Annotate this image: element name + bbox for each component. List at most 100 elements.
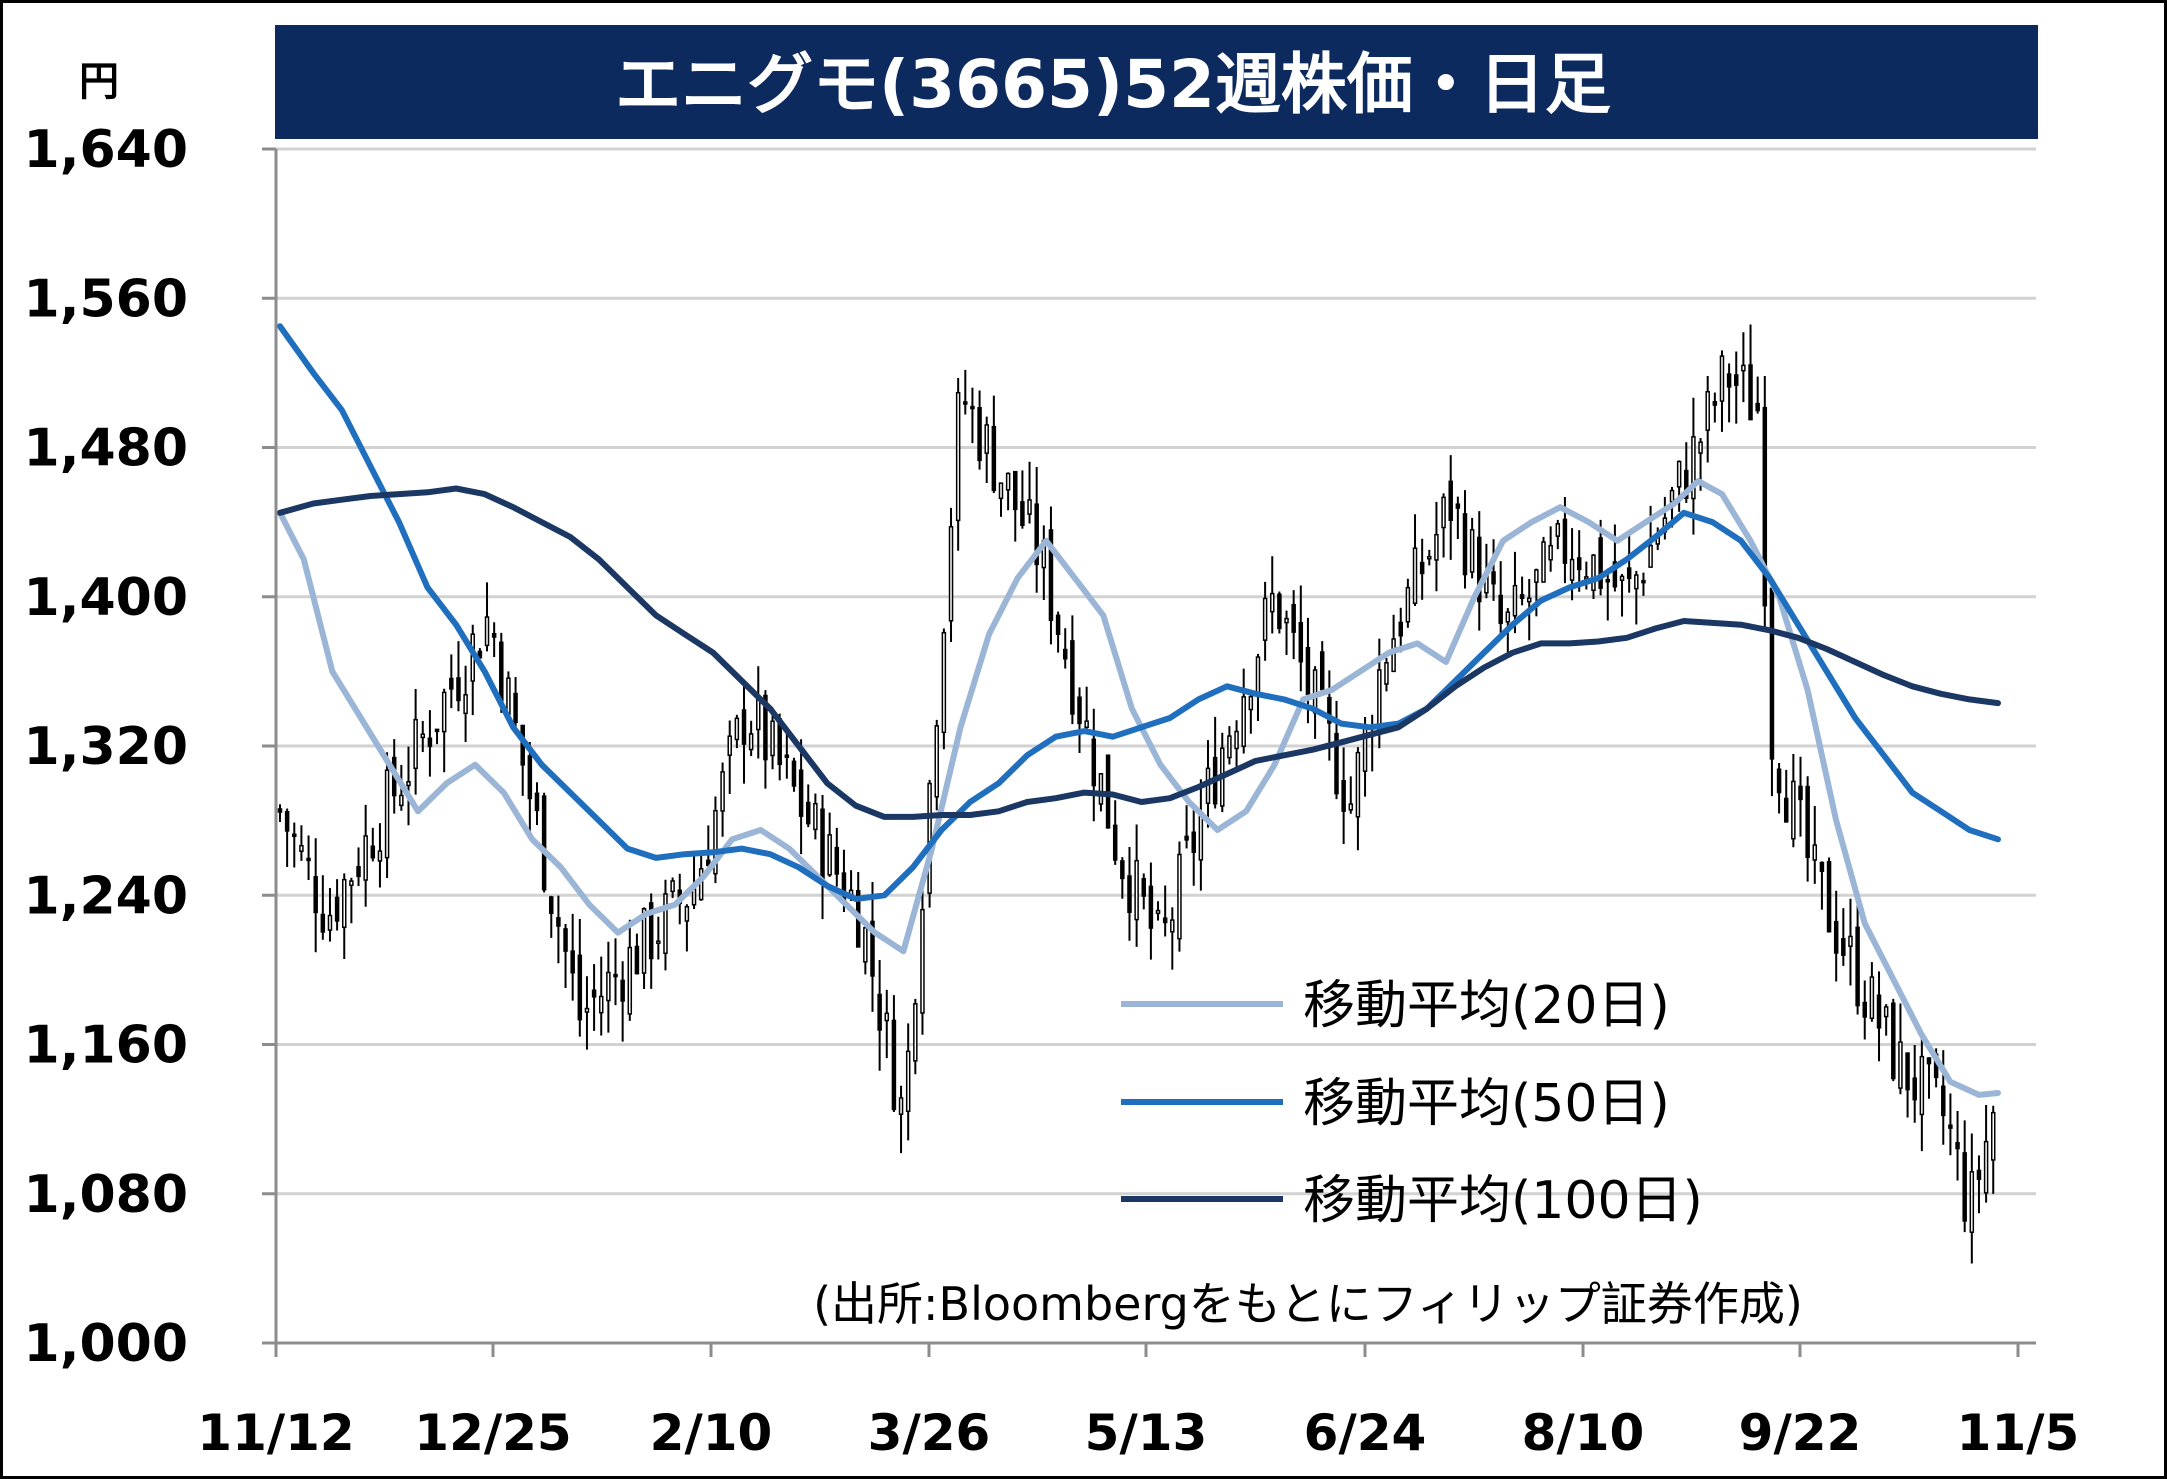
- candle: [1177, 841, 1182, 952]
- candle-body: [1569, 558, 1575, 581]
- candle-body: [1805, 785, 1810, 859]
- candle-body: [1277, 593, 1282, 630]
- candle-body: [1020, 501, 1025, 526]
- candle-body: [1098, 773, 1104, 805]
- candle: [420, 720, 426, 753]
- candle-body: [1027, 499, 1032, 515]
- candle: [356, 847, 361, 887]
- candle: [1883, 1004, 1889, 1036]
- candle-body: [870, 920, 875, 977]
- candle-body: [1455, 503, 1461, 509]
- x-tick-label: 2/10: [650, 1404, 773, 1462]
- candle-body: [606, 971, 611, 1002]
- candle-body: [1298, 621, 1304, 663]
- candle-body: [420, 733, 426, 739]
- candle: [1020, 470, 1025, 529]
- candle: [413, 688, 418, 795]
- candle: [706, 825, 711, 867]
- candle: [1334, 700, 1339, 800]
- candle-body: [427, 737, 433, 748]
- candle-body: [1419, 561, 1425, 575]
- candle-body: [349, 880, 354, 887]
- candle: [1312, 666, 1318, 739]
- candle-body: [898, 1097, 904, 1115]
- candle-body: [1691, 436, 1696, 500]
- candle-body: [491, 632, 497, 638]
- candle-body: [1976, 1169, 1982, 1180]
- candle: [1120, 857, 1125, 899]
- candle: [563, 924, 568, 988]
- candle: [1762, 376, 1768, 632]
- candle-body: [1270, 592, 1275, 613]
- candle-body: [1891, 1002, 1896, 1080]
- candle: [1641, 572, 1646, 596]
- candle: [634, 933, 640, 975]
- candle: [905, 1023, 911, 1141]
- candle-body: [1819, 861, 1825, 872]
- candle: [1348, 776, 1354, 814]
- candle: [1448, 455, 1453, 560]
- candle: [1612, 524, 1618, 592]
- candle: [1898, 1003, 1903, 1095]
- candle: [1798, 756, 1803, 837]
- x-tick-label: 11/12: [197, 1404, 354, 1462]
- candle: [784, 733, 790, 779]
- candle: [1398, 607, 1403, 653]
- candle-body: [1134, 859, 1139, 921]
- candle-body: [1512, 584, 1518, 617]
- title-banner: [275, 25, 2038, 139]
- x-tick-label: 3/26: [868, 1404, 991, 1462]
- candle-body: [1619, 575, 1625, 582]
- candle-body: [1241, 696, 1246, 748]
- candle: [620, 961, 625, 1042]
- candle-body: [1634, 574, 1639, 590]
- candle: [1477, 511, 1482, 631]
- candle-body: [1855, 926, 1860, 1007]
- candle: [598, 956, 604, 1036]
- candle-body: [534, 792, 540, 812]
- candle: [1162, 885, 1168, 937]
- candle-body: [463, 694, 468, 715]
- candle-body: [277, 808, 283, 813]
- candle: [727, 720, 732, 795]
- candle: [898, 1085, 904, 1154]
- candle-body: [1712, 401, 1718, 406]
- candle-body: [641, 908, 647, 974]
- legend-label-ma100: 移動平均(100日): [1303, 1171, 1703, 1231]
- candle: [349, 877, 354, 924]
- candle-body: [1505, 611, 1511, 623]
- candle: [1891, 998, 1896, 1082]
- candle: [941, 628, 947, 750]
- candle: [1626, 530, 1632, 593]
- ma50-line: [277, 323, 2001, 902]
- x-tick-label: 6/24: [1304, 1404, 1427, 1462]
- candle-body: [313, 876, 318, 914]
- candle-body: [1948, 1124, 1953, 1129]
- candle: [363, 804, 368, 907]
- candle-body: [1384, 662, 1389, 685]
- candle-body: [1791, 780, 1796, 840]
- candle: [1262, 581, 1268, 661]
- y-tick-label: 1,080: [24, 1165, 188, 1225]
- candle-body: [1776, 768, 1782, 794]
- candle-body: [1598, 537, 1603, 589]
- candle: [1962, 1120, 1967, 1233]
- candle-body: [877, 993, 882, 1031]
- y-tick-label: 1,160: [24, 1016, 188, 1076]
- candle: [1134, 824, 1139, 947]
- candle: [1983, 1104, 1989, 1203]
- candle-body: [1191, 831, 1196, 854]
- candle-body: [1355, 751, 1361, 818]
- candle-body: [384, 769, 390, 859]
- candle: [1234, 720, 1239, 769]
- candle-body: [1905, 1052, 1910, 1091]
- candle-body: [1491, 571, 1496, 585]
- candle-body: [1848, 935, 1853, 947]
- candle-body: [998, 482, 1004, 500]
- candle-body: [1091, 738, 1097, 787]
- candle: [549, 895, 554, 938]
- candle-body: [1612, 561, 1618, 588]
- candle: [1405, 578, 1411, 628]
- candle: [1277, 591, 1282, 634]
